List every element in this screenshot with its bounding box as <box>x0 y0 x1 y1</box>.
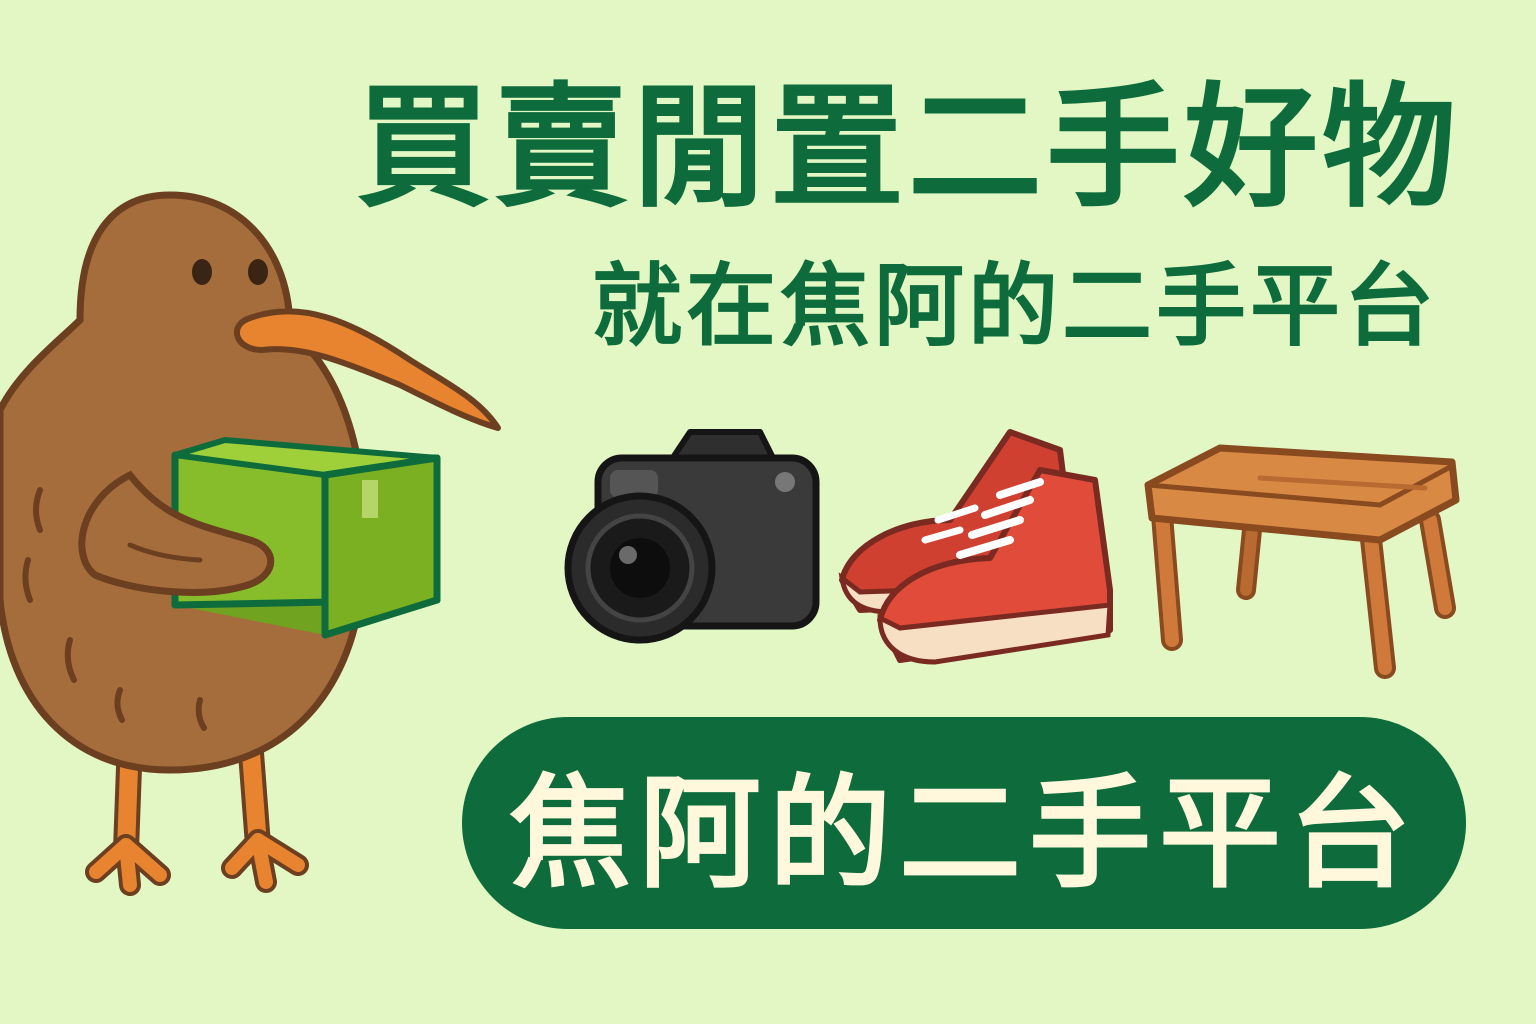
wooden-stool-icon <box>1144 444 1460 679</box>
headline: 買賣閒置二手好物 <box>355 70 1460 226</box>
kiwi-wing-icon <box>78 470 275 596</box>
platform-cta-button[interactable]: 焦阿的二手平台 <box>462 717 1466 929</box>
camera-icon <box>564 429 820 644</box>
subline: 就在焦阿的二手平台 <box>592 254 1438 359</box>
sneakers-icon <box>838 429 1113 665</box>
